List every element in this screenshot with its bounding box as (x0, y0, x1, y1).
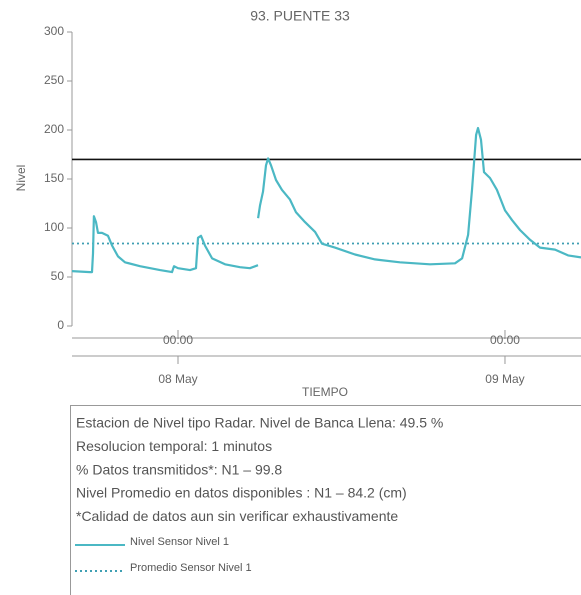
x-tick-secondary-label: 09 May (485, 372, 524, 386)
info-text: Estacion de Nivel tipo Radar. Nivel de B… (76, 415, 443, 431)
legend-label: Nivel Sensor Nivel 1 (130, 536, 229, 548)
y-tick-label: 300 (44, 24, 64, 38)
info-text: Resolucion temporal: 1 minutos (76, 438, 272, 454)
x-tick-secondary-label: 08 May (158, 372, 197, 386)
info-text: % Datos transmitidos*: N1 – 99.8 (76, 461, 282, 477)
chart-title: 93. PUENTE 33 (250, 8, 350, 24)
y-tick-label: 200 (44, 122, 64, 136)
y-axis-label: Nivel (14, 165, 28, 192)
y-tick-label: 100 (44, 220, 64, 234)
x-tick-label: 00:00 (163, 333, 193, 347)
legend-label: Promedio Sensor Nivel 1 (130, 562, 252, 574)
data-line (71, 126, 581, 274)
y-tick-label: 150 (44, 171, 64, 185)
y-tick-label: 250 (44, 73, 64, 87)
info-text: *Calidad de datos aun sin verificar exha… (76, 508, 398, 524)
info-box (70, 405, 581, 595)
x-tick-label: 00:00 (490, 333, 520, 347)
x-axis-label: TIEMPO (302, 385, 348, 399)
info-text: Nivel Promedio en datos disponibles : N1… (76, 485, 407, 501)
y-tick-label: 50 (51, 269, 65, 283)
y-tick-label: 0 (57, 318, 64, 332)
